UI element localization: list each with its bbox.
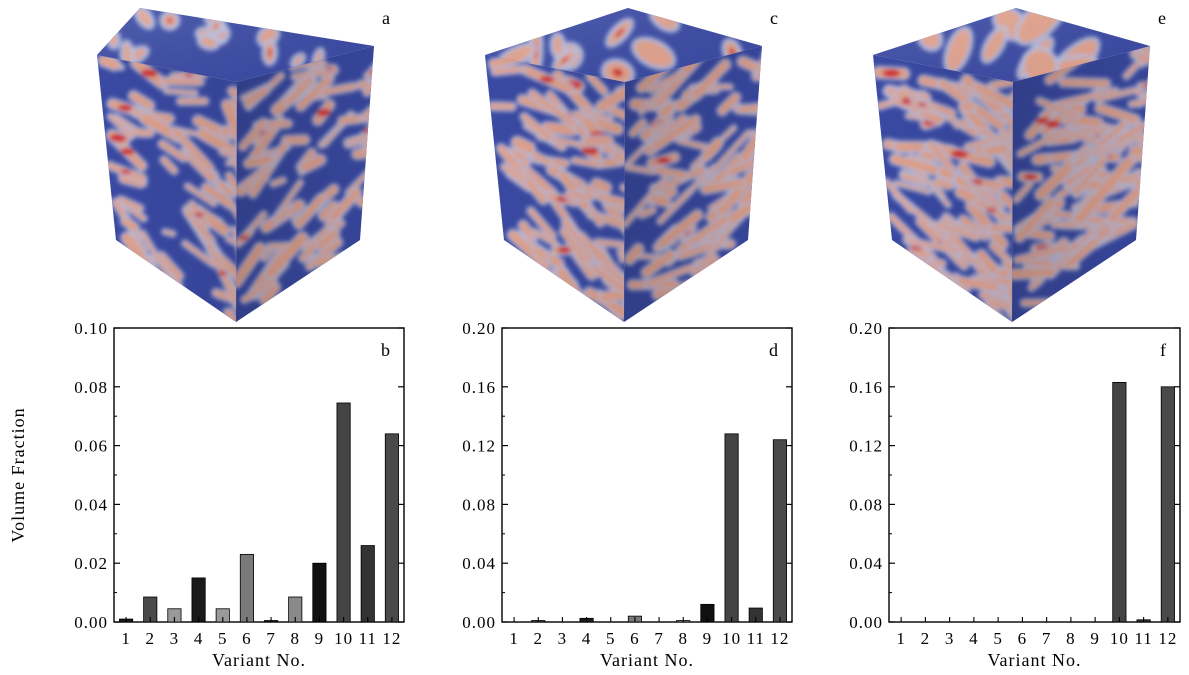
- bar-chart-f: 0.000.040.080.120.160.201 2 3 4 5 6 7 8 9 10 11 12V…: [849, 319, 1181, 670]
- x-tick-label: 10: [1110, 629, 1129, 648]
- cube-c: c: [485, 8, 778, 322]
- x-tick-label: 9: [1090, 629, 1100, 648]
- bar-4: [191, 577, 206, 623]
- bar-12: [1160, 386, 1175, 623]
- x-tick-label: 3: [170, 629, 180, 648]
- y-tick-label: 0.02: [74, 554, 108, 573]
- y-tick-label: 0.16: [462, 378, 496, 397]
- x-tick-label: 10: [722, 629, 741, 648]
- panel-letter-e: e: [1158, 8, 1166, 28]
- y-tick-label: 0.00: [74, 613, 108, 632]
- bar-10: [724, 433, 739, 623]
- plot-frame: [501, 327, 793, 623]
- bar-10: [1112, 381, 1127, 623]
- x-tick-label: 7: [266, 629, 276, 648]
- y-tick-label: 0.04: [462, 554, 496, 573]
- x-tick-label: 9: [315, 629, 325, 648]
- x-tick-label: 4: [969, 629, 979, 648]
- bar-12: [772, 439, 787, 623]
- x-tick-label: 5: [606, 629, 616, 648]
- y-tick-label: 0.08: [849, 495, 883, 514]
- x-tick-label: 2: [146, 629, 156, 648]
- panel-letter-c: c: [770, 8, 778, 28]
- bar-10: [336, 402, 351, 623]
- x-tick-label: 12: [382, 629, 401, 648]
- y-tick-label: 0.08: [462, 495, 496, 514]
- x-tick-label: 11: [1134, 629, 1152, 648]
- x-tick-label: 12: [770, 629, 789, 648]
- x-tick-label: 8: [679, 629, 689, 648]
- x-tick-label: 1: [509, 629, 519, 648]
- x-tick-label: 5: [218, 629, 228, 648]
- bar-charts: 0.000.020.040.060.080.101 2 3 4 5 6 7 8 9 10 11 12V…: [8, 319, 1181, 670]
- x-tick-label: 5: [993, 629, 1003, 648]
- y-tick-label: 0.10: [74, 319, 108, 338]
- panel-letter-d: d: [769, 340, 778, 360]
- y-tick-label: 0.12: [462, 437, 496, 456]
- x-tick-label: 11: [747, 629, 765, 648]
- x-tick-label: 8: [291, 629, 301, 648]
- y-tick-label: 0.00: [462, 613, 496, 632]
- x-tick-label: 4: [194, 629, 204, 648]
- x-tick-label: 6: [1018, 629, 1028, 648]
- bar-chart-d: 0.000.040.080.120.160.201 2 3 4 5 6 7 8 9 10 11 12V…: [462, 319, 793, 670]
- y-tick-label: 0.16: [849, 378, 883, 397]
- y-tick-label: 0.06: [74, 437, 108, 456]
- x-tick-label: 1: [896, 629, 906, 648]
- y-tick-label: 0.00: [849, 613, 883, 632]
- bar-chart-b: 0.000.020.040.060.080.101 2 3 4 5 6 7 8 9 10 11 12V…: [8, 319, 405, 670]
- bar-12: [384, 433, 399, 623]
- panel-letter-f: f: [1160, 340, 1166, 360]
- x-tick-label: 7: [654, 629, 664, 648]
- x-tick-label: 7: [1042, 629, 1052, 648]
- y-tick-label: 0.20: [849, 319, 883, 338]
- x-tick-label: 1: [121, 629, 131, 648]
- y-tick-label: 0.20: [462, 319, 496, 338]
- y-tick-label: 0.04: [849, 554, 883, 573]
- cube-e: e: [873, 8, 1166, 322]
- x-tick-label: 3: [945, 629, 955, 648]
- x-axis-title: Variant No.: [212, 650, 306, 670]
- x-tick-label: 8: [1066, 629, 1076, 648]
- x-tick-label: 11: [359, 629, 377, 648]
- cube-a: a: [97, 8, 390, 322]
- bar-6: [239, 553, 254, 623]
- plot-frame: [113, 327, 405, 623]
- plot-frame: [888, 327, 1181, 623]
- y-tick-label: 0.04: [74, 495, 108, 514]
- x-tick-label: 10: [334, 629, 353, 648]
- panel-letter-b: b: [381, 340, 390, 360]
- y-tick-label: 0.12: [849, 437, 883, 456]
- x-tick-label: 9: [703, 629, 713, 648]
- x-tick-label: 2: [921, 629, 931, 648]
- x-axis-title: Variant No.: [988, 650, 1082, 670]
- x-tick-label: 2: [534, 629, 544, 648]
- x-tick-label: 12: [1158, 629, 1177, 648]
- x-axis-title: Variant No.: [600, 650, 694, 670]
- bar-11: [360, 545, 375, 623]
- panel-letter-a: a: [382, 8, 390, 28]
- x-tick-label: 4: [582, 629, 592, 648]
- x-tick-label: 6: [242, 629, 252, 648]
- y-tick-label: 0.08: [74, 378, 108, 397]
- x-tick-label: 3: [558, 629, 568, 648]
- y-axis-title: Volume Fraction: [8, 407, 28, 542]
- bar-9: [312, 562, 327, 623]
- x-tick-label: 6: [630, 629, 640, 648]
